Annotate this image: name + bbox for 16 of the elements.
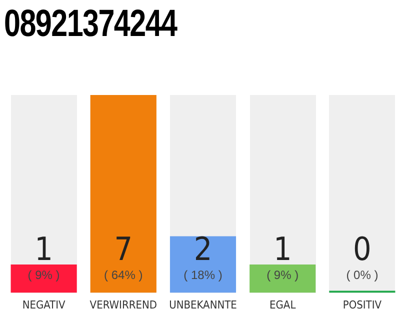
x-tick-label: EGAL <box>270 298 296 312</box>
data-label: 0 <box>353 230 372 268</box>
annotation: ( 18% ) <box>184 268 222 282</box>
x-tick-label: POSITIV <box>342 298 382 312</box>
annotation: ( 9% ) <box>28 268 60 282</box>
data-label: 1 <box>34 230 53 268</box>
annotation: ( 9% ) <box>266 268 299 282</box>
x-tick-label: VERWIRREND <box>90 298 158 312</box>
data-label: 2 <box>194 230 212 268</box>
annotation: ( 64% ) <box>104 268 143 282</box>
chart-title: 08921374244 <box>4 2 177 46</box>
annotation: ( 0% ) <box>346 268 378 282</box>
x-tick-label: UNBEKANNTE <box>169 298 237 312</box>
data-label: 7 <box>114 230 133 268</box>
data-label: 1 <box>273 230 292 268</box>
x-tick-label: NEGATIV <box>22 298 66 312</box>
